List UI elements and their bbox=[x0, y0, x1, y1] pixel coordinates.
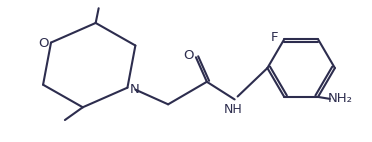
Text: F: F bbox=[270, 31, 278, 44]
Text: O: O bbox=[38, 37, 48, 50]
Text: NH₂: NH₂ bbox=[327, 92, 352, 105]
Text: N: N bbox=[129, 83, 139, 96]
Text: NH: NH bbox=[223, 103, 242, 116]
Text: O: O bbox=[184, 49, 194, 62]
